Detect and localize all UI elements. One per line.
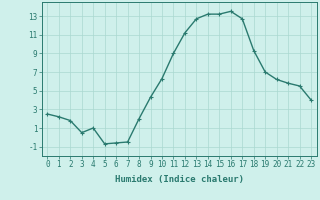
X-axis label: Humidex (Indice chaleur): Humidex (Indice chaleur) [115, 175, 244, 184]
